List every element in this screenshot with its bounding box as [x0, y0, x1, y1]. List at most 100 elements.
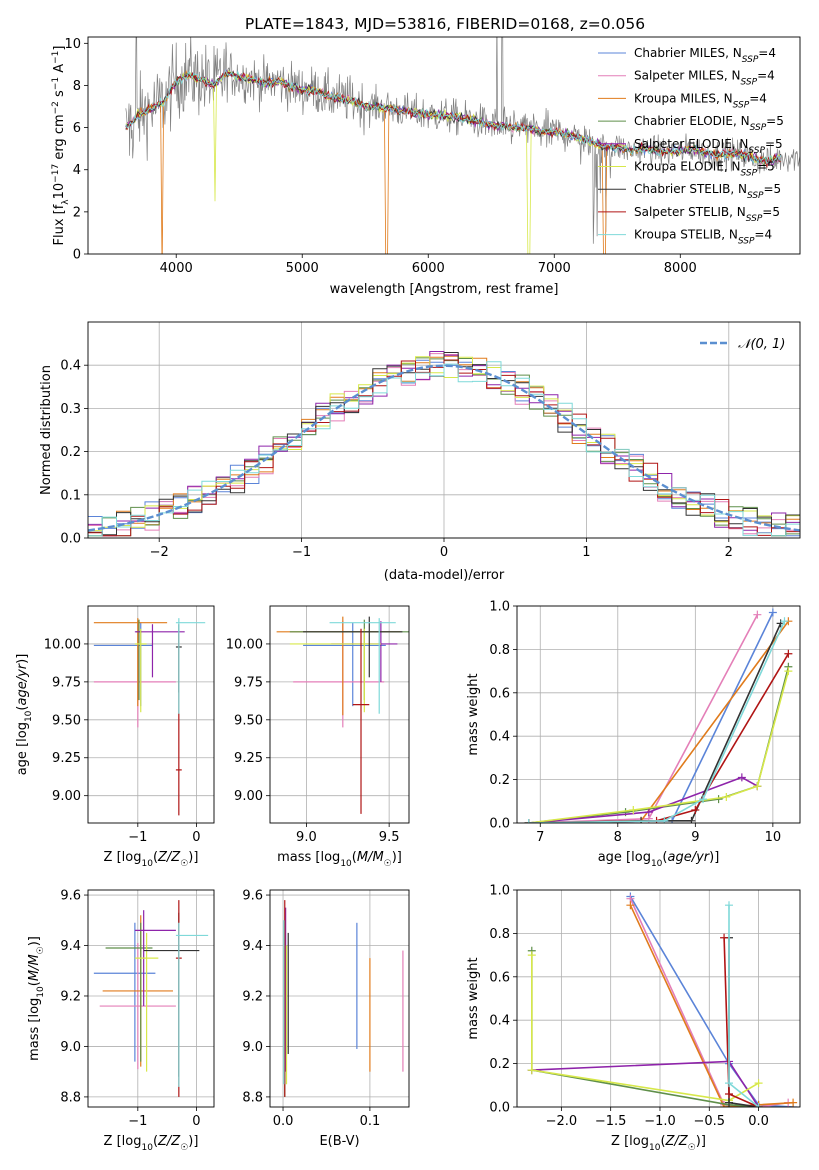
y-axis-label: mass weight	[466, 957, 481, 1039]
series-point	[722, 792, 731, 801]
label-part: =4	[758, 46, 776, 60]
series-point	[687, 816, 696, 823]
series-point	[784, 649, 793, 658]
axes-frame	[269, 605, 410, 824]
label-part: ☉	[180, 1143, 188, 1153]
series-point	[660, 816, 669, 823]
label-part: SSP	[733, 100, 750, 110]
grid	[270, 890, 409, 1107]
label-part: (	[153, 850, 158, 865]
label-part: =4	[757, 69, 775, 83]
y-tick-label: 8	[73, 79, 81, 94]
x-tick-label: 6000	[412, 261, 445, 276]
weight-z-axes: −2.0 −1.5 −1.0 −0.5 0.0 0.0 0.2 0.4 0.6 0.8 1.0 mas…	[466, 884, 801, 1153]
series-line	[528, 776, 758, 823]
series-line	[528, 620, 786, 823]
label-part: 10	[36, 986, 46, 998]
label-part: SSP	[746, 214, 763, 224]
label-part: 10	[141, 859, 153, 869]
axes-frame	[87, 36, 801, 255]
weight-age-axes: 7 8 9 10 0.0 0.2 0.4 0.6 0.8 1.0 mass weight age [l…	[466, 600, 801, 869]
label-part: SSP	[747, 191, 764, 201]
y-tick-label: 9.50	[234, 713, 263, 728]
x-axis-label: wavelength [Angstrom, rest frame]	[330, 282, 559, 297]
label-part: (	[352, 850, 357, 865]
legend-entry: Salpeter STELIB, NSSP=5	[634, 205, 780, 224]
axes-frame	[87, 605, 215, 824]
x-tick-label: −1	[128, 830, 147, 845]
y-tick-label: 9.50	[52, 713, 81, 728]
x-tick-label: −1	[128, 1114, 147, 1129]
label-part: mass [log	[277, 850, 340, 865]
label-part: erg cm	[52, 114, 67, 163]
y-tick-label: 0.1	[60, 488, 81, 503]
model-spectrum-line	[125, 70, 781, 164]
legend-entry: Salpeter ELODIE, NSSP=5	[634, 137, 783, 156]
histogram-axes: −2 −1 0 1 2 0.0 0.1 0.2 0.3 0.4 Normed distributio…	[39, 321, 801, 583]
legend-entry: Salpeter MILES, NSSP=4	[634, 69, 775, 88]
x-tick-label: −2	[150, 545, 169, 560]
x-axis-label: Z [log10(Z/Z☉)]	[104, 850, 199, 869]
label-part: Z/Z	[157, 850, 181, 865]
y-tick-label: 10	[64, 37, 81, 52]
y-tick-label: 9.2	[242, 989, 263, 1004]
x-tick-label: 8	[614, 830, 622, 845]
x-tick-label: −1.5	[595, 1114, 627, 1129]
spectrum-plot	[125, 37, 800, 254]
series-point	[754, 1103, 763, 1107]
label-part: −2	[51, 101, 61, 114]
histogram-step	[88, 361, 800, 537]
y-tick-label: 8.8	[60, 1090, 81, 1105]
y-tick-label: 4	[73, 163, 81, 178]
y-tick-label: 9.6	[60, 889, 81, 904]
series-point	[691, 805, 700, 814]
y-axis-label: mass [log10(M/M☉)]	[27, 936, 46, 1061]
legend-entry: Kroupa MILES, NSSP=4	[634, 91, 767, 110]
series-point	[768, 608, 777, 617]
y-tick-label: 9.4	[242, 939, 263, 954]
label-part: )]	[696, 1134, 706, 1149]
label-part: SSP	[741, 78, 758, 88]
y-tick-label: 0.0	[489, 1101, 510, 1116]
label-part: 10	[52, 183, 67, 200]
label-part: M/M	[27, 954, 42, 981]
frame-group: −2 −1 0 1 2 0.0 0.1 0.2 0.3 0.4 Normed distributio…	[39, 321, 801, 583]
series-point	[754, 1079, 763, 1088]
x-tick-label: 9	[691, 830, 699, 845]
y-tick-label: 0.3	[60, 402, 81, 417]
y-tick-label: 9.25	[234, 751, 263, 766]
y-tick-label: 9.00	[234, 789, 263, 804]
label-part: )]	[188, 1134, 198, 1149]
legend-entry: Kroupa STELIB, NSSP=4	[634, 228, 772, 247]
figure-title: PLATE=1843, MJD=53816, FIBERID=0168, z=0…	[245, 15, 645, 33]
x-tick-label: 7	[536, 830, 544, 845]
label-part: Z [log	[104, 1134, 142, 1149]
label-part: age/yr	[15, 662, 30, 705]
label-part: 10	[24, 710, 34, 722]
y-tick-label: 0.0	[60, 532, 81, 547]
y-tick-label: 0.4	[489, 730, 510, 745]
y-tick-label: 10.00	[226, 637, 263, 652]
series-point	[524, 819, 533, 823]
series-point	[720, 933, 729, 942]
series-point	[699, 795, 708, 804]
label-part: ☉	[688, 1143, 696, 1153]
x-tick-label: 5000	[286, 261, 319, 276]
x-tick-label: 1	[582, 545, 590, 560]
label-part: Salpeter STELIB, N	[634, 205, 746, 219]
y-tick-label: 6	[73, 121, 81, 136]
x-axis-label: age [log10(age/yr)]	[598, 850, 720, 869]
label-part: )]	[392, 850, 402, 865]
series-point	[725, 1079, 734, 1088]
label-part: =5	[757, 160, 775, 174]
legend-entry: Chabrier STELIB, NSSP=5	[634, 182, 781, 201]
label-part: age [log	[15, 722, 30, 775]
series-point	[753, 610, 762, 619]
y-axis-label: age [log10(age/yr)]	[15, 654, 34, 776]
series-point	[737, 773, 746, 782]
label-part: Kroupa STELIB, N	[634, 228, 738, 242]
